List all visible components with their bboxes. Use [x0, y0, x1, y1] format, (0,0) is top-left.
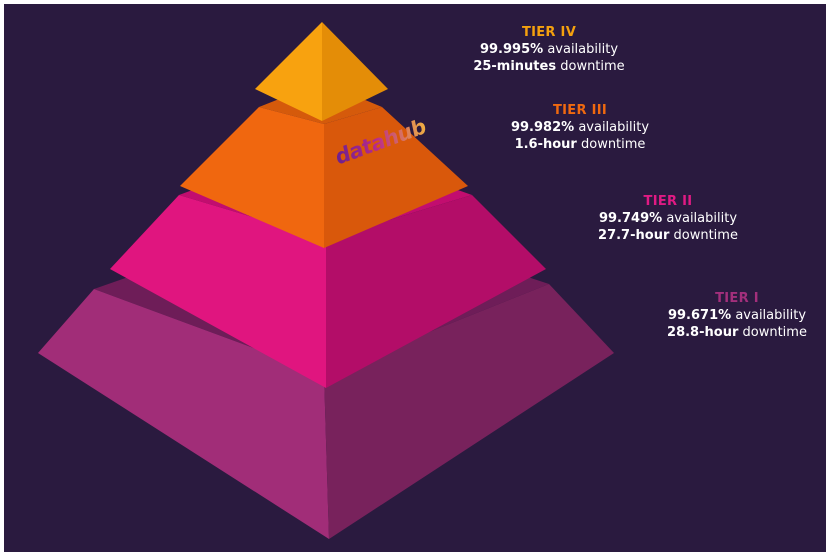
tier-4-block	[255, 22, 388, 121]
tier-3-title: TIER III	[552, 103, 608, 118]
tier-4-right-face	[322, 22, 388, 121]
tier-1-label: TIER I 99.671% availability 28.8-hour do…	[657, 290, 817, 341]
tier-1-downtime: 28.8-hour downtime	[667, 325, 807, 340]
pyramid-graphic	[38, 22, 614, 539]
tier-4-availability: 99.995% availability	[479, 42, 619, 57]
tier-3-right-face	[324, 107, 468, 248]
tier-4-title: TIER IV	[521, 25, 577, 40]
tier-3-label: TIER III 99.982% availability 1.6-hour d…	[500, 102, 660, 153]
tier-2-label: TIER II 99.749% availability 27.7-hour d…	[588, 193, 748, 244]
tier-4-left-face	[255, 22, 322, 121]
tier-2-availability: 99.749% availability	[598, 211, 738, 226]
tier-2-title: TIER II	[643, 194, 693, 209]
tier-3-downtime: 1.6-hour downtime	[514, 137, 646, 152]
tier-3-availability: 99.982% availability	[510, 120, 650, 135]
tier-1-left-face	[38, 289, 329, 539]
tier-4-downtime: 25-minutes downtime	[473, 59, 625, 74]
tier-4-label: TIER IV 99.995% availability 25-minutes …	[469, 24, 629, 75]
tier-1-title: TIER I	[715, 291, 759, 306]
tier-2-right-face	[326, 195, 546, 388]
tier-pyramid-diagram: datahub TIER IV 99.995% availability 25-…	[4, 4, 826, 552]
tier-2-downtime: 27.7-hour downtime	[598, 228, 738, 243]
tier-2-left-face	[110, 195, 326, 388]
tier-1-availability: 99.671% availability	[667, 308, 807, 323]
tier-3-left-face	[180, 107, 324, 248]
